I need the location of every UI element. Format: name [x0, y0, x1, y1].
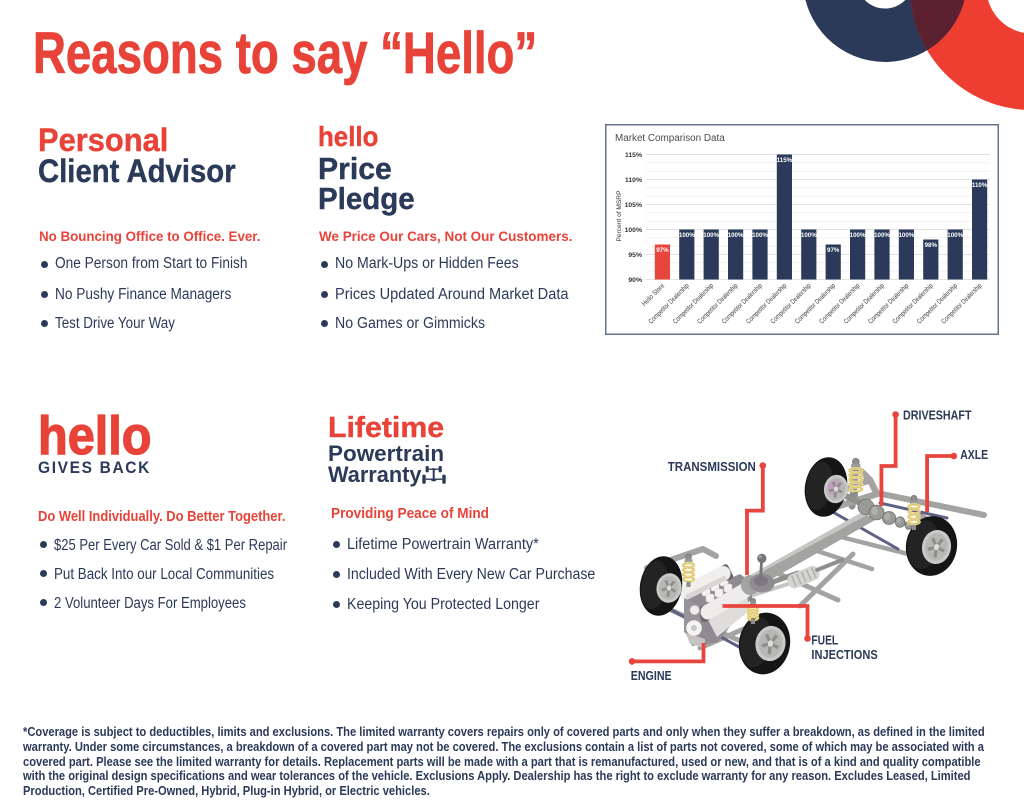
svg-text:97%: 97%: [656, 247, 669, 254]
svg-text:100%: 100%: [874, 232, 890, 239]
svg-text:Market Comparison Data: Market Comparison Data: [615, 133, 725, 144]
svg-text:FUEL: FUEL: [811, 634, 838, 648]
svg-text:95%: 95%: [628, 252, 642, 259]
svg-text:ENGINE: ENGINE: [631, 669, 672, 683]
svg-text:90%: 90%: [628, 277, 642, 284]
svg-text:DRIVESHAFT: DRIVESHAFT: [903, 408, 972, 422]
svg-text:AXLE: AXLE: [960, 448, 988, 462]
svg-text:100%: 100%: [625, 227, 642, 234]
svg-text:115%: 115%: [625, 152, 642, 159]
svg-text:115%: 115%: [777, 157, 793, 164]
svg-text:100%: 100%: [728, 232, 744, 239]
svg-text:100%: 100%: [801, 232, 817, 239]
svg-text:100%: 100%: [947, 232, 963, 239]
svg-text:TRANSMISSION: TRANSMISSION: [668, 460, 756, 474]
svg-text:Percent of MSRP: Percent of MSRP: [616, 190, 623, 242]
svg-text:100%: 100%: [679, 232, 695, 239]
svg-text:97%: 97%: [827, 247, 840, 254]
svg-text:110%: 110%: [625, 177, 642, 184]
svg-text:100%: 100%: [898, 232, 914, 239]
svg-text:110%: 110%: [972, 182, 988, 189]
svg-text:100%: 100%: [752, 232, 768, 239]
svg-text:100%: 100%: [703, 232, 719, 239]
svg-text:105%: 105%: [625, 202, 642, 209]
svg-text:INJECTIONS: INJECTIONS: [811, 648, 877, 662]
svg-text:100%: 100%: [850, 232, 866, 239]
svg-text:98%: 98%: [925, 242, 938, 249]
